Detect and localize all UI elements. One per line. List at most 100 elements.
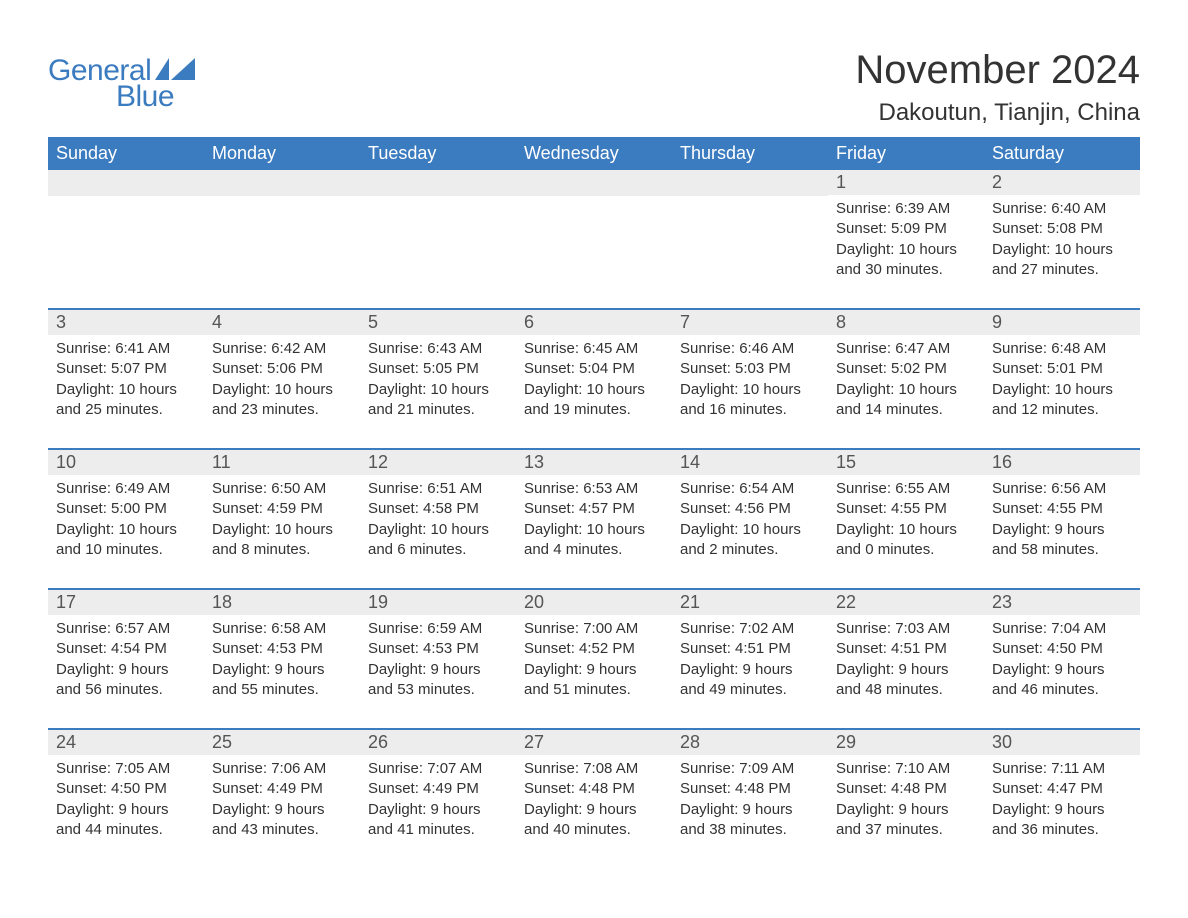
sunset-line: Sunset: 5:02 PM [836, 359, 976, 379]
sunset-line: Sunset: 4:55 PM [836, 499, 976, 519]
day-cell [48, 170, 204, 288]
day-data: Sunrise: 7:07 AMSunset: 4:49 PMDaylight:… [360, 755, 516, 846]
day-header-cell: Thursday [672, 137, 828, 170]
day-cell: 27Sunrise: 7:08 AMSunset: 4:48 PMDayligh… [516, 730, 672, 848]
daylight-line: Daylight: 10 hours and 4 minutes. [524, 520, 664, 561]
day-cell: 13Sunrise: 6:53 AMSunset: 4:57 PMDayligh… [516, 450, 672, 568]
daylight-line: Daylight: 9 hours and 56 minutes. [56, 660, 196, 701]
sunset-line: Sunset: 5:01 PM [992, 359, 1132, 379]
sunrise-line: Sunrise: 6:39 AM [836, 199, 976, 219]
day-cell: 10Sunrise: 6:49 AMSunset: 5:00 PMDayligh… [48, 450, 204, 568]
day-number: 17 [48, 590, 204, 615]
day-number: 1 [828, 170, 984, 195]
sunrise-line: Sunrise: 6:45 AM [524, 339, 664, 359]
sunset-line: Sunset: 4:52 PM [524, 639, 664, 659]
sunset-line: Sunset: 5:06 PM [212, 359, 352, 379]
sunrise-line: Sunrise: 7:08 AM [524, 759, 664, 779]
day-cell: 7Sunrise: 6:46 AMSunset: 5:03 PMDaylight… [672, 310, 828, 428]
empty-day [516, 170, 672, 196]
day-number: 3 [48, 310, 204, 335]
sunrise-line: Sunrise: 6:48 AM [992, 339, 1132, 359]
sunset-line: Sunset: 4:49 PM [212, 779, 352, 799]
day-cell: 17Sunrise: 6:57 AMSunset: 4:54 PMDayligh… [48, 590, 204, 708]
day-data: Sunrise: 6:48 AMSunset: 5:01 PMDaylight:… [984, 335, 1140, 426]
day-number: 16 [984, 450, 1140, 475]
day-data: Sunrise: 6:43 AMSunset: 5:05 PMDaylight:… [360, 335, 516, 426]
day-number: 9 [984, 310, 1140, 335]
day-cell: 29Sunrise: 7:10 AMSunset: 4:48 PMDayligh… [828, 730, 984, 848]
daylight-line: Daylight: 10 hours and 0 minutes. [836, 520, 976, 561]
sunset-line: Sunset: 5:00 PM [56, 499, 196, 519]
sunrise-line: Sunrise: 6:41 AM [56, 339, 196, 359]
daylight-line: Daylight: 9 hours and 44 minutes. [56, 800, 196, 841]
day-number: 24 [48, 730, 204, 755]
sunset-line: Sunset: 4:51 PM [680, 639, 820, 659]
day-header-row: SundayMondayTuesdayWednesdayThursdayFrid… [48, 137, 1140, 170]
day-number: 20 [516, 590, 672, 615]
sunrise-line: Sunrise: 6:55 AM [836, 479, 976, 499]
week-row: 10Sunrise: 6:49 AMSunset: 5:00 PMDayligh… [48, 448, 1140, 568]
day-number: 29 [828, 730, 984, 755]
day-data: Sunrise: 6:46 AMSunset: 5:03 PMDaylight:… [672, 335, 828, 426]
day-cell: 19Sunrise: 6:59 AMSunset: 4:53 PMDayligh… [360, 590, 516, 708]
day-header-cell: Saturday [984, 137, 1140, 170]
sunset-line: Sunset: 5:04 PM [524, 359, 664, 379]
day-header-cell: Tuesday [360, 137, 516, 170]
day-cell: 21Sunrise: 7:02 AMSunset: 4:51 PMDayligh… [672, 590, 828, 708]
day-number: 2 [984, 170, 1140, 195]
empty-day [672, 170, 828, 196]
sunrise-line: Sunrise: 6:43 AM [368, 339, 508, 359]
sunrise-line: Sunrise: 7:04 AM [992, 619, 1132, 639]
daylight-line: Daylight: 10 hours and 16 minutes. [680, 380, 820, 421]
day-number: 27 [516, 730, 672, 755]
sunrise-line: Sunrise: 6:46 AM [680, 339, 820, 359]
empty-day [48, 170, 204, 196]
day-cell: 1Sunrise: 6:39 AMSunset: 5:09 PMDaylight… [828, 170, 984, 288]
daylight-line: Daylight: 9 hours and 38 minutes. [680, 800, 820, 841]
sunset-line: Sunset: 4:58 PM [368, 499, 508, 519]
sunrise-line: Sunrise: 7:00 AM [524, 619, 664, 639]
sunset-line: Sunset: 4:47 PM [992, 779, 1132, 799]
day-data: Sunrise: 6:41 AMSunset: 5:07 PMDaylight:… [48, 335, 204, 426]
week-row: 17Sunrise: 6:57 AMSunset: 4:54 PMDayligh… [48, 588, 1140, 708]
sunrise-line: Sunrise: 6:50 AM [212, 479, 352, 499]
day-data: Sunrise: 6:59 AMSunset: 4:53 PMDaylight:… [360, 615, 516, 706]
day-cell [204, 170, 360, 288]
daylight-line: Daylight: 10 hours and 19 minutes. [524, 380, 664, 421]
day-number: 12 [360, 450, 516, 475]
sunrise-line: Sunrise: 6:49 AM [56, 479, 196, 499]
daylight-line: Daylight: 9 hours and 49 minutes. [680, 660, 820, 701]
daylight-line: Daylight: 9 hours and 55 minutes. [212, 660, 352, 701]
day-data: Sunrise: 7:02 AMSunset: 4:51 PMDaylight:… [672, 615, 828, 706]
day-header-cell: Sunday [48, 137, 204, 170]
sunrise-line: Sunrise: 6:59 AM [368, 619, 508, 639]
day-data: Sunrise: 6:57 AMSunset: 4:54 PMDaylight:… [48, 615, 204, 706]
day-cell: 30Sunrise: 7:11 AMSunset: 4:47 PMDayligh… [984, 730, 1140, 848]
day-data: Sunrise: 6:58 AMSunset: 4:53 PMDaylight:… [204, 615, 360, 706]
day-cell [672, 170, 828, 288]
day-data: Sunrise: 7:08 AMSunset: 4:48 PMDaylight:… [516, 755, 672, 846]
daylight-line: Daylight: 9 hours and 48 minutes. [836, 660, 976, 701]
daylight-line: Daylight: 9 hours and 41 minutes. [368, 800, 508, 841]
sunrise-line: Sunrise: 6:57 AM [56, 619, 196, 639]
day-number: 13 [516, 450, 672, 475]
day-cell: 26Sunrise: 7:07 AMSunset: 4:49 PMDayligh… [360, 730, 516, 848]
day-cell: 20Sunrise: 7:00 AMSunset: 4:52 PMDayligh… [516, 590, 672, 708]
day-cell [516, 170, 672, 288]
daylight-line: Daylight: 10 hours and 6 minutes. [368, 520, 508, 561]
empty-day [204, 170, 360, 196]
day-cell: 2Sunrise: 6:40 AMSunset: 5:08 PMDaylight… [984, 170, 1140, 288]
day-data: Sunrise: 6:49 AMSunset: 5:00 PMDaylight:… [48, 475, 204, 566]
day-number: 8 [828, 310, 984, 335]
day-cell: 12Sunrise: 6:51 AMSunset: 4:58 PMDayligh… [360, 450, 516, 568]
day-data: Sunrise: 6:45 AMSunset: 5:04 PMDaylight:… [516, 335, 672, 426]
day-data: Sunrise: 7:03 AMSunset: 4:51 PMDaylight:… [828, 615, 984, 706]
day-number: 19 [360, 590, 516, 615]
day-number: 7 [672, 310, 828, 335]
daylight-line: Daylight: 10 hours and 30 minutes. [836, 240, 976, 281]
daylight-line: Daylight: 9 hours and 53 minutes. [368, 660, 508, 701]
daylight-line: Daylight: 9 hours and 46 minutes. [992, 660, 1132, 701]
day-data: Sunrise: 6:40 AMSunset: 5:08 PMDaylight:… [984, 195, 1140, 286]
location: Dakoutun, Tianjin, China [855, 99, 1140, 127]
day-data: Sunrise: 7:00 AMSunset: 4:52 PMDaylight:… [516, 615, 672, 706]
